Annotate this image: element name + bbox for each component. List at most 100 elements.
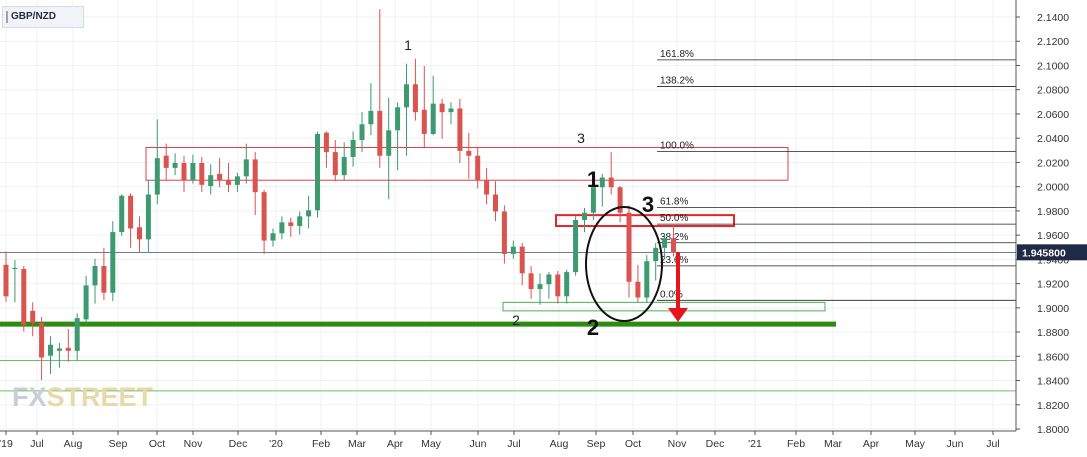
candles [3, 9, 676, 380]
x-tick-label: Apr [863, 438, 880, 450]
annotations: 1 2 3 1 2 3 [404, 37, 688, 340]
symbol-box[interactable]: GBP/NZD [2, 6, 84, 28]
candle-body [279, 222, 285, 234]
candle-body [234, 176, 240, 185]
horizontal-levels [0, 251, 1016, 392]
x-tick-label: Dec [229, 438, 248, 450]
x-tick-label: Nov [184, 438, 203, 450]
x-tick-label: Aug [64, 438, 83, 450]
candle-body [128, 195, 134, 229]
fib-label: 161.8% [660, 49, 694, 60]
candle-body [21, 269, 27, 325]
candle-body [137, 227, 142, 240]
candle-body [448, 108, 454, 113]
candle-body [555, 274, 561, 297]
pattern-ellipse [585, 206, 663, 322]
candle-body [475, 155, 481, 180]
candle-body [582, 212, 587, 220]
candle-body [368, 110, 374, 125]
candle-body [190, 163, 196, 180]
candle-body [288, 222, 294, 227]
grid [0, 0, 1016, 431]
candle-body [30, 310, 36, 323]
fib-label: 50.0% [660, 213, 688, 224]
candle-body [501, 211, 507, 254]
candle-body [110, 232, 116, 293]
x-tick-label: Oct [625, 438, 641, 450]
candle-body [217, 173, 223, 180]
candle-body [56, 348, 62, 351]
candle-body [537, 284, 543, 290]
x-tick-label: Mar [824, 438, 843, 450]
x-tick-label: Sep [109, 438, 128, 450]
candle-body [332, 152, 338, 176]
candle-body [617, 187, 623, 213]
candle-body [635, 281, 641, 298]
candle-body [573, 219, 579, 273]
y-tick-label: 2.1000 [1037, 60, 1069, 72]
candle-body [519, 246, 525, 274]
candle-body [395, 107, 401, 131]
candle-body [590, 187, 596, 213]
fibonacci-levels: 161.8% 138.2% 100.0% 61.8% 50.0% 38.2% 23.6% 0.… [657, 49, 1016, 301]
zone-box [145, 147, 789, 181]
candle-body [599, 177, 605, 188]
candle-body [608, 177, 614, 188]
candle-body [74, 318, 80, 351]
candle-body [510, 246, 516, 254]
fib-label: 38.2% [660, 232, 688, 243]
y-tick-label: 2.1200 [1037, 36, 1069, 48]
fib-label: 138.2% [660, 76, 694, 87]
y-tick-label: 2.0200 [1037, 157, 1069, 169]
last-price-label: 1.945800 [1022, 247, 1066, 259]
x-tick-label: '21 [748, 438, 762, 450]
plot-background [0, 0, 1016, 431]
candle-body [564, 272, 570, 297]
x-tick-label: '19 [0, 438, 13, 450]
candle-body [92, 266, 98, 286]
candle-body [404, 84, 409, 108]
fxstreet-logo: FXSTREET [12, 382, 153, 413]
candle-body [350, 139, 356, 157]
candle-body [493, 194, 498, 212]
y-tick-label: 2.0600 [1037, 109, 1069, 121]
x-tick-label: Jun [470, 438, 487, 450]
candle-body [154, 158, 160, 195]
wave-label-bold: 3 [642, 192, 654, 217]
candle-body [546, 274, 552, 285]
fib-label: 61.8% [660, 196, 688, 207]
candle-body [466, 150, 472, 156]
x-tick-label: Jun [947, 438, 964, 450]
x-tick-label: Jul [507, 438, 520, 450]
y-tick-label: 1.8400 [1037, 376, 1069, 388]
x-tick-label: Sep [587, 438, 606, 450]
candle-body [439, 103, 445, 113]
candle-body [359, 124, 365, 140]
y-tick-label: 2.0800 [1037, 85, 1069, 97]
x-tick-label: Mar [348, 438, 367, 450]
candle-body [83, 285, 89, 320]
y-tick-label: 2.0400 [1037, 133, 1069, 145]
zone-box [502, 301, 826, 312]
down-arrow-head [668, 308, 688, 322]
x-tick-label: Oct [149, 438, 165, 450]
candle-body [181, 163, 187, 180]
candle-body [39, 322, 45, 358]
y-tick-label: 1.8800 [1037, 327, 1069, 339]
candle-body [457, 108, 463, 151]
candle-body [163, 155, 169, 168]
y-tick-label: 2.1400 [1037, 12, 1069, 24]
candle-body [662, 238, 668, 248]
x-tick-label: Apr [387, 438, 404, 450]
candle-body [484, 179, 490, 195]
logo-street: STREET [46, 382, 154, 412]
x-tick-label: '20 [269, 438, 283, 450]
candle-body [377, 110, 383, 156]
candle-body [101, 266, 107, 293]
x-tick-label: Nov [668, 438, 687, 450]
candle-body [297, 216, 303, 227]
y-tick-label: 1.9600 [1037, 230, 1069, 242]
zones [145, 147, 826, 312]
